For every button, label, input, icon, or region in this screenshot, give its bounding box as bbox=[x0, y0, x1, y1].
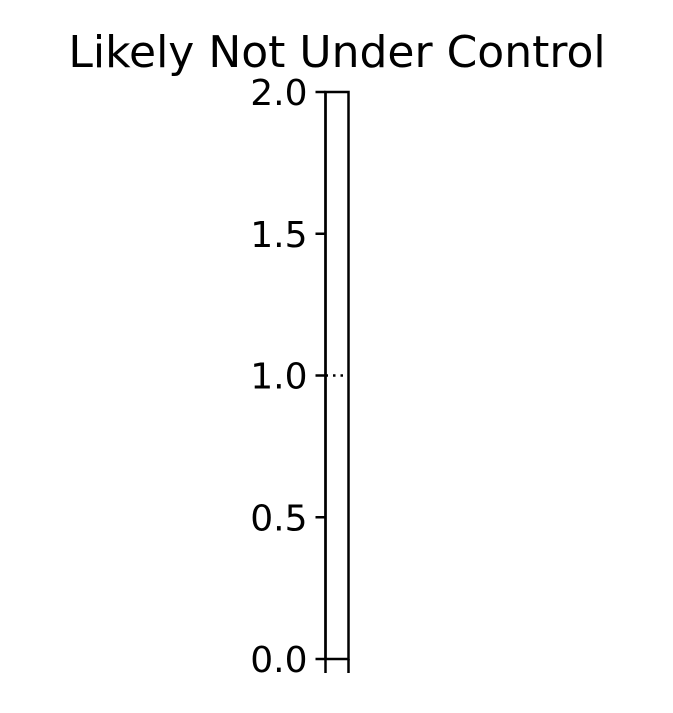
y-tick-label-1: 0.5 bbox=[250, 498, 307, 539]
plot-area: 0.0 0.5 1.0 1.5 2.0 bbox=[250, 73, 350, 681]
chart-title: Likely Not Under Control bbox=[68, 27, 605, 78]
y-tick-label-0: 0.0 bbox=[250, 640, 307, 681]
y-tick-label-2: 1.0 bbox=[250, 357, 307, 398]
y-tick-label-3: 1.5 bbox=[250, 215, 307, 256]
bar-0 bbox=[324, 90, 350, 661]
y-tick-label-4: 2.0 bbox=[250, 73, 307, 114]
